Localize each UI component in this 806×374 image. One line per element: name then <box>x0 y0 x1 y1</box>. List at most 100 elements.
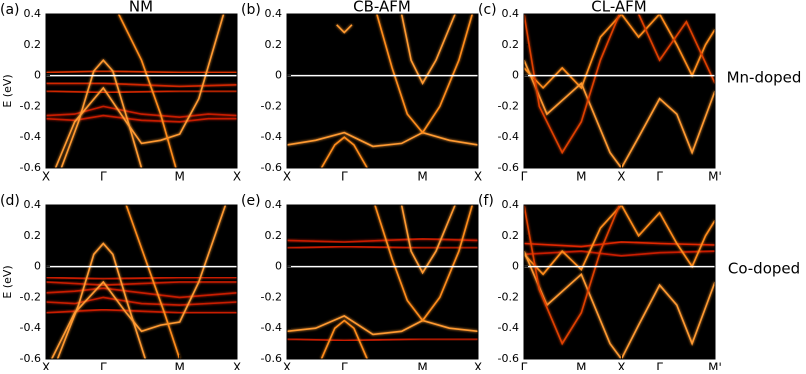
y-tick-label: -0.4 <box>498 130 519 143</box>
band-line <box>54 14 225 168</box>
row-label: Mn-doped <box>727 69 802 87</box>
x-tick-label: Γ <box>521 361 528 371</box>
y-tick-label: 0.4 <box>265 7 283 20</box>
band-line <box>46 105 237 119</box>
y-tick-label: 0.4 <box>24 198 42 211</box>
band-line <box>125 205 181 359</box>
y-tick-label: -0.6 <box>498 161 519 174</box>
y-tick-label: -0.4 <box>20 321 41 334</box>
x-tick-label: X <box>233 361 241 371</box>
y-tick-label: -0.2 <box>261 290 282 303</box>
panel-label: (d) <box>0 193 20 209</box>
x-tick-label: X <box>233 170 241 184</box>
band-line <box>376 14 474 134</box>
band-line <box>46 281 237 286</box>
x-tick-label: X <box>617 170 625 184</box>
y-tick-label: 0 <box>275 260 282 273</box>
plot-frame <box>523 204 716 360</box>
plot-frame <box>286 13 479 169</box>
x-tick-label: M' <box>708 361 722 371</box>
plot-area <box>46 14 237 168</box>
x-tick-label: Γ <box>100 361 107 371</box>
y-axis-label: E (eV) <box>1 74 14 107</box>
x-tick-label: Γ <box>341 170 348 184</box>
plot-area <box>46 205 237 359</box>
column-title: CB-AFM <box>353 0 411 16</box>
band-line <box>400 14 456 85</box>
y-tick-label: 0 <box>275 69 282 82</box>
panel-label: (f) <box>478 193 494 209</box>
band-line <box>46 70 237 74</box>
x-tick-label: Γ <box>341 361 348 371</box>
y-tick-label: -0.4 <box>261 130 282 143</box>
x-tick-label: X <box>474 361 482 371</box>
y-tick-label: -0.6 <box>498 352 519 365</box>
band-line <box>336 24 353 34</box>
y-tick-label: 0 <box>512 260 519 273</box>
band-line <box>637 14 715 84</box>
band-line <box>46 308 237 314</box>
x-tick-label: X <box>42 361 50 371</box>
plot-frame <box>45 204 238 360</box>
band-line <box>524 205 621 346</box>
plot-frame <box>45 13 238 169</box>
y-tick-label: 0.2 <box>24 38 42 51</box>
y-tick-label: -0.2 <box>20 290 41 303</box>
x-tick-label: X <box>474 170 482 184</box>
y-tick-label: -0.2 <box>498 99 519 112</box>
x-tick-label: Γ <box>521 170 528 184</box>
plot-background <box>524 14 715 168</box>
y-tick-label: 0.4 <box>24 7 42 20</box>
x-tick-label: X <box>617 361 625 371</box>
panel-label: (e) <box>241 193 261 209</box>
panel-label: (b) <box>241 2 261 18</box>
y-tick-label: -0.2 <box>498 290 519 303</box>
plot-frame <box>286 204 479 360</box>
y-tick-label: -0.6 <box>20 161 41 174</box>
band-line <box>46 287 237 299</box>
y-tick-label: 0.2 <box>502 38 520 51</box>
y-tick-label: -0.4 <box>20 130 41 143</box>
x-tick-label: Γ <box>100 170 107 184</box>
band-line <box>46 114 237 123</box>
x-tick-label: Γ <box>656 361 663 371</box>
y-tick-label: -0.4 <box>261 321 282 334</box>
band-line <box>287 338 478 342</box>
y-tick-label: -0.6 <box>20 352 41 365</box>
x-tick-label: M <box>175 170 185 184</box>
y-tick-label: 0.4 <box>502 7 520 20</box>
y-tick-label: 0.2 <box>24 229 42 242</box>
y-tick-label: -0.2 <box>20 99 41 112</box>
y-tick-label: -0.6 <box>261 161 282 174</box>
band-line <box>50 205 227 359</box>
band-line <box>524 59 715 168</box>
band-line <box>524 14 621 155</box>
panel-label: (a) <box>0 2 20 18</box>
y-axis-label: E (eV) <box>1 265 14 298</box>
x-tick-label: X <box>42 170 50 184</box>
band-line <box>320 136 368 168</box>
x-tick-label: M <box>175 361 185 371</box>
row-label: Co-doped <box>728 260 800 278</box>
band-line <box>287 238 478 243</box>
y-tick-label: 0 <box>512 69 519 82</box>
plot-frame <box>523 13 716 169</box>
y-tick-label: 0 <box>34 69 41 82</box>
plot-area <box>287 205 478 359</box>
band-line <box>400 205 456 275</box>
y-tick-label: 0.4 <box>265 198 283 211</box>
band-line <box>287 314 478 336</box>
x-tick-label: X <box>283 361 291 371</box>
band-line <box>117 14 177 168</box>
band-line <box>374 205 474 322</box>
band-line <box>46 276 237 280</box>
x-tick-label: X <box>283 170 291 184</box>
band-line <box>287 131 478 148</box>
band-line <box>524 205 715 276</box>
band-line <box>46 82 237 88</box>
y-tick-label: 0 <box>34 260 41 273</box>
band-line <box>524 14 715 90</box>
x-tick-label: M <box>576 361 586 371</box>
y-tick-label: -0.4 <box>498 321 519 334</box>
